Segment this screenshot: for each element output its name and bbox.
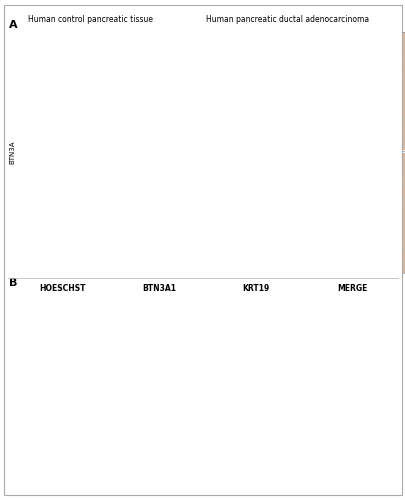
Text: Human control pancreatic tissue: Human control pancreatic tissue [28,14,152,24]
Text: BTN3A: BTN3A [9,140,15,164]
Text: A: A [9,20,17,30]
Text: BTN3A1: BTN3A1 [142,284,176,293]
Text: MERGE: MERGE [337,284,367,293]
Text: HOESCHST: HOESCHST [39,284,85,293]
Text: B: B [9,278,17,288]
Text: Human pancreatic ductal adenocarcinoma: Human pancreatic ductal adenocarcinoma [206,14,369,24]
Text: KRT19: KRT19 [242,284,269,293]
